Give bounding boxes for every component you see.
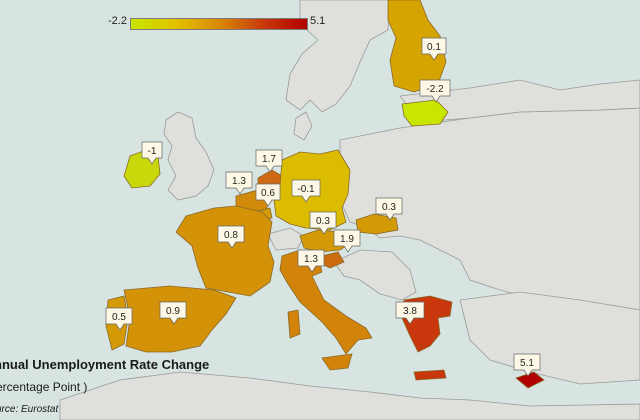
land-north-africa xyxy=(59,371,640,420)
callout-germany: -0.1 xyxy=(291,179,321,203)
callout-netherlands-label: 1.7 xyxy=(262,154,276,165)
callout-slovenia: 1.9 xyxy=(333,229,361,253)
callout-slovenia-label: 1.9 xyxy=(340,234,354,245)
legend-min-label: -2.2 xyxy=(108,15,127,27)
map-subtitle: ercentage Point ) xyxy=(0,380,88,394)
callout-greece: 3.8 xyxy=(395,301,425,325)
land-balkans xyxy=(333,249,417,301)
callout-belgium-label: 1.3 xyxy=(232,176,246,187)
callout-estonia-label: -2.2 xyxy=(426,84,444,95)
color-scale-legend: -2.2 5.1 xyxy=(104,14,344,32)
value-callouts: -1 1.3 1.7 0.6 -0.1 0.8 xyxy=(105,37,541,377)
land-scandinavia xyxy=(285,0,391,113)
callout-slovakia-label: 0.3 xyxy=(382,202,396,213)
country-crete xyxy=(413,369,447,381)
callout-spain: 0.9 xyxy=(159,301,187,325)
callout-portugal-label: 0.5 xyxy=(112,312,126,323)
callout-france-label: 0.8 xyxy=(224,230,238,241)
country-spain xyxy=(123,285,237,353)
callout-france: 0.8 xyxy=(217,225,245,249)
callout-austria-label: 0.3 xyxy=(316,216,330,227)
callout-cyprus: 5.1 xyxy=(513,353,541,377)
legend-gradient-bar xyxy=(130,18,308,30)
callout-cyprus-label: 5.1 xyxy=(520,358,534,369)
callout-ireland-label: -1 xyxy=(148,146,157,157)
callout-luxembourg: 0.6 xyxy=(255,183,281,207)
callout-germany-label: -0.1 xyxy=(297,184,315,195)
callout-belgium: 1.3 xyxy=(225,171,253,195)
callout-greece-label: 3.8 xyxy=(403,306,417,317)
country-sardinia xyxy=(287,309,301,339)
callout-ireland: -1 xyxy=(141,141,163,165)
land-great-britain xyxy=(163,111,215,201)
land-denmark xyxy=(293,111,313,141)
land-switzerland xyxy=(267,227,305,251)
callout-finland: 0.1 xyxy=(421,37,447,61)
map-source: urce: Eurostat xyxy=(0,404,59,415)
callout-italy-label: 1.3 xyxy=(304,254,318,265)
land-turkey xyxy=(459,291,640,385)
callout-austria: 0.3 xyxy=(309,211,337,235)
callout-netherlands: 1.7 xyxy=(255,149,283,173)
callout-spain-label: 0.9 xyxy=(166,306,180,317)
callout-finland-label: 0.1 xyxy=(427,42,441,53)
land-baltic-east xyxy=(399,79,640,123)
legend-max-label: 5.1 xyxy=(310,15,326,27)
callout-slovakia: 0.3 xyxy=(375,197,403,221)
map-title: nnual Unemployment Rate Change xyxy=(0,357,210,372)
country-france xyxy=(175,205,275,297)
country-sicily xyxy=(321,353,353,371)
callout-estonia: -2.2 xyxy=(419,79,451,103)
callout-luxembourg-label: 0.6 xyxy=(261,188,275,199)
country-italy xyxy=(279,249,373,355)
callout-portugal: 0.5 xyxy=(105,307,133,331)
callout-italy: 1.3 xyxy=(297,249,325,273)
